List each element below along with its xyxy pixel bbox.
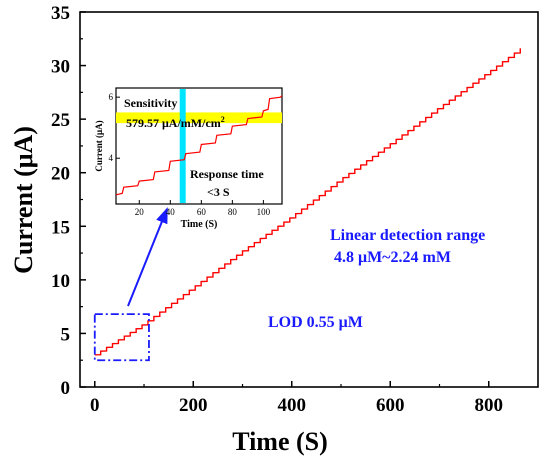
main-y-tick-label: 35 — [51, 3, 70, 24]
linear-range-value: 4.8 μM~2.24 mM — [334, 249, 451, 266]
main-x-tick-label: 600 — [376, 395, 405, 416]
inset-y-tick-label: 4 — [109, 153, 114, 163]
inset-x-tick-label: 100 — [257, 207, 271, 217]
inset-axis-ticks — [116, 96, 264, 204]
zoom-box — [93, 313, 150, 362]
main-x-tick-label: 800 — [475, 395, 504, 416]
lod-label: LOD 0.55 μM — [268, 314, 363, 331]
inset-sensitivity-value: 579.57 μA/mM/cm2 — [126, 115, 225, 130]
linear-range-label: Linear detection range — [330, 227, 485, 244]
inset-y-tick-label: 6 — [109, 92, 114, 102]
main-x-axis-title: Time (S) — [232, 427, 328, 456]
main-x-tick-label: 400 — [278, 395, 307, 416]
inset-sensitivity-label: Sensitivity — [124, 96, 177, 110]
inset-response-value: <3 S — [207, 185, 230, 199]
inset-sensitivity-number: 579.57 μA/mM/cm — [126, 116, 221, 130]
main-axis-ticks — [80, 11, 490, 388]
main-series — [94, 47, 522, 356]
main-y-tick-label: 15 — [51, 217, 70, 238]
main-tick-labels: 0 200 400 600 800 0 5 10 15 20 25 30 35 — [51, 3, 503, 416]
inset-highlight-band — [116, 112, 282, 124]
main-y-tick-label: 30 — [51, 57, 70, 78]
inset-x-tick-label: 20 — [135, 207, 145, 217]
inset-x-axis-title: Time (S) — [181, 219, 218, 230]
inset-x-tick-label: 60 — [197, 207, 207, 217]
inset-x-tick-label: 80 — [228, 207, 238, 217]
main-x-tick-label: 200 — [179, 395, 208, 416]
zoom-arrow — [127, 207, 168, 307]
main-x-tick-label: 0 — [90, 395, 100, 416]
inset-plot-frame — [115, 87, 283, 205]
inset-x-tick-label: 40 — [166, 207, 176, 217]
inset-tick-labels: 20 40 60 80 100 4 6 — [109, 92, 271, 217]
inset-sensitivity-superscript: 2 — [221, 115, 225, 124]
main-series-line — [94, 47, 522, 356]
inset-series — [115, 95, 283, 196]
main-y-tick-label: 5 — [61, 324, 71, 345]
inset-response-marker — [179, 89, 186, 203]
main-y-axis-title: Current (μA) — [9, 126, 38, 274]
main-y-tick-label: 25 — [51, 110, 70, 131]
inset-y-axis-title: Current (μA) — [94, 120, 104, 171]
main-y-tick-label: 20 — [51, 164, 70, 185]
main-y-tick-label: 10 — [51, 271, 70, 292]
inset-response-label: Response time — [190, 167, 264, 181]
inset-series-line — [115, 95, 283, 196]
main-y-tick-label: 0 — [61, 378, 71, 399]
